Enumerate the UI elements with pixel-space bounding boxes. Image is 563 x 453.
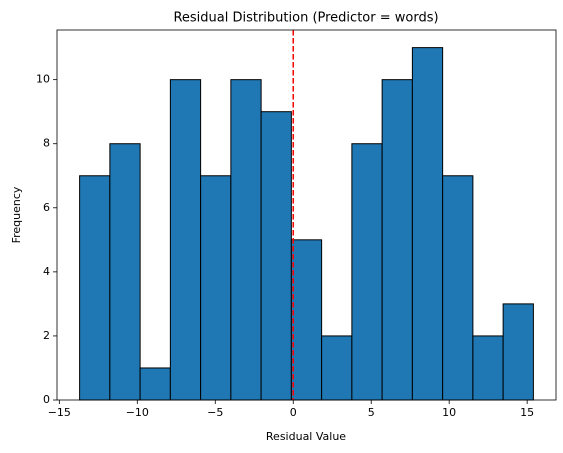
bar <box>472 335 504 401</box>
chart-title: Residual Distribution (Predictor = words… <box>173 11 438 26</box>
bar <box>79 175 111 401</box>
y-tick-label: 6 <box>43 201 50 214</box>
x-tick-label: −5 <box>207 406 223 419</box>
bar <box>260 111 292 401</box>
bar <box>321 335 353 401</box>
x-axis-label: Residual Value <box>266 430 346 443</box>
y-axis-label: Frequency <box>10 186 23 243</box>
x-tick-label: −10 <box>126 406 149 419</box>
bar <box>351 143 383 401</box>
y-tick-label: 0 <box>43 393 50 406</box>
bar <box>230 79 262 401</box>
x-tick-label: 15 <box>520 406 534 419</box>
x-tick-label: −15 <box>48 406 71 419</box>
plot-frame <box>56 29 557 401</box>
y-tick-label: 8 <box>43 137 50 150</box>
bar <box>502 303 534 401</box>
y-tick-label: 10 <box>36 73 50 86</box>
x-tick-label: 5 <box>368 406 375 419</box>
bar <box>139 367 171 401</box>
bar <box>290 239 323 401</box>
bar <box>169 79 202 401</box>
bar <box>200 175 232 401</box>
bar <box>109 143 141 401</box>
y-tick-label: 2 <box>43 329 50 342</box>
x-tick-label: 10 <box>442 406 456 419</box>
y-tick-label: 4 <box>43 265 50 278</box>
x-tick-label: 0 <box>290 406 297 419</box>
bar <box>442 175 474 401</box>
bar <box>381 79 413 401</box>
bar <box>411 47 444 401</box>
